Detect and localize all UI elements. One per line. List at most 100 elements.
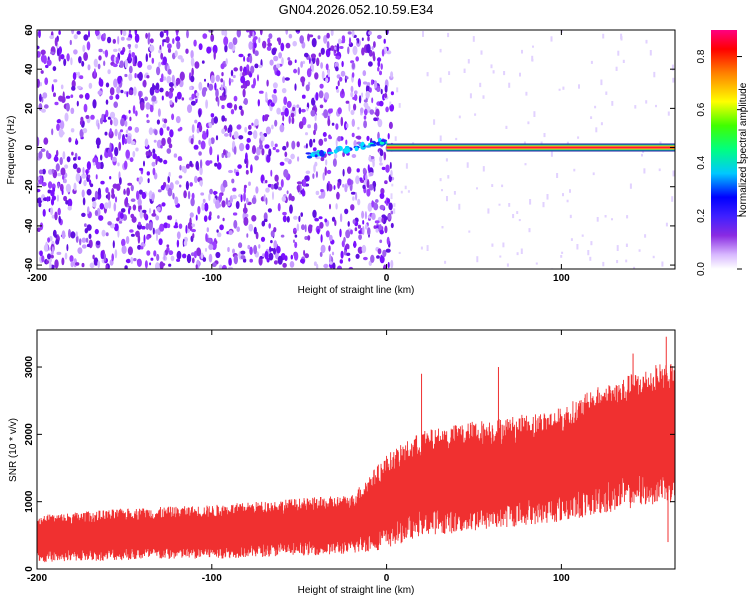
noise-blob xyxy=(375,108,380,117)
colorbar-ticks: 0.0 0.2 0.4 0.6 0.8 xyxy=(696,49,742,276)
noise-blob xyxy=(83,103,88,113)
noise-blob xyxy=(274,119,278,127)
noise-blob xyxy=(382,264,387,269)
noise-blob xyxy=(147,36,150,45)
noise-blob xyxy=(352,219,356,225)
noise-blob xyxy=(167,68,172,75)
noise-blob xyxy=(379,162,383,166)
noise-blob xyxy=(109,87,115,96)
noise-blob xyxy=(128,207,131,215)
noise-blob xyxy=(37,197,43,204)
noise-blob xyxy=(301,108,306,113)
noise-blob xyxy=(107,116,112,120)
faint-speckle xyxy=(550,36,553,42)
noise-blob xyxy=(266,154,271,163)
noise-blob xyxy=(93,257,99,266)
noise-blob xyxy=(191,257,195,264)
noise-blob xyxy=(53,79,58,83)
noise-blob xyxy=(218,193,223,202)
noise-blob xyxy=(255,231,259,240)
faint-speckle xyxy=(590,116,593,119)
noise-blob xyxy=(377,131,380,140)
noise-blob xyxy=(251,197,257,205)
onset-blob xyxy=(379,141,385,145)
noise-blob xyxy=(253,244,257,255)
noise-blob xyxy=(149,38,154,44)
noise-blob xyxy=(79,75,84,80)
noise-blob xyxy=(335,66,339,72)
noise-blob xyxy=(219,224,224,231)
noise-blob xyxy=(221,128,226,134)
faint-speckle xyxy=(616,260,619,264)
noise-blob xyxy=(342,183,345,188)
noise-blob xyxy=(112,38,117,44)
noise-blob xyxy=(237,164,242,169)
noise-blob xyxy=(193,39,197,47)
noise-blob xyxy=(358,95,362,104)
noise-blob xyxy=(301,41,306,49)
noise-blob xyxy=(261,148,265,156)
noise-blob xyxy=(244,126,248,133)
noise-blob xyxy=(60,96,66,103)
noise-blob xyxy=(227,247,230,252)
noise-blob xyxy=(217,97,220,107)
noise-blob xyxy=(75,172,81,183)
noise-blob xyxy=(313,122,318,132)
onset-blob xyxy=(380,139,387,143)
noise-blob xyxy=(351,118,355,127)
noise-blob xyxy=(74,152,78,159)
noise-blob xyxy=(280,42,285,52)
noise-blob xyxy=(294,83,297,91)
faint-speckle xyxy=(643,168,646,174)
noise-blob xyxy=(295,30,300,33)
noise-blob xyxy=(233,254,238,265)
noise-blob xyxy=(265,197,268,206)
noise-blob xyxy=(342,168,345,177)
faint-speckle xyxy=(566,199,569,203)
noise-blob xyxy=(179,184,182,188)
noise-blob xyxy=(168,143,173,149)
noise-blob xyxy=(87,64,91,71)
noise-blob xyxy=(264,250,269,260)
noise-blob xyxy=(381,49,385,57)
noise-blob xyxy=(385,248,391,253)
noise-blob xyxy=(276,37,281,42)
noise-blob xyxy=(138,71,143,81)
noise-blob xyxy=(367,202,373,212)
noise-blob xyxy=(379,204,385,210)
noise-blob xyxy=(368,61,373,67)
onset-blob xyxy=(319,149,324,157)
noise-blob xyxy=(208,138,212,147)
noise-blob xyxy=(198,81,203,91)
faint-speckle xyxy=(518,219,521,222)
noise-blob xyxy=(65,183,71,193)
noise-blob xyxy=(288,115,291,125)
noise-blob xyxy=(340,250,344,259)
noise-blob xyxy=(79,129,84,138)
noise-blob xyxy=(272,191,274,201)
snr-trace xyxy=(37,336,675,563)
noise-blob xyxy=(215,135,219,141)
noise-blob xyxy=(166,148,172,154)
noise-blob xyxy=(57,207,61,216)
noise-blob xyxy=(373,41,376,48)
noise-blob xyxy=(120,36,125,41)
faint-speckle xyxy=(396,87,399,93)
noise-blob xyxy=(40,148,46,152)
noise-blob xyxy=(124,120,128,127)
faint-speckle xyxy=(573,168,576,172)
noise-blob xyxy=(162,123,167,129)
noise-blob xyxy=(114,196,118,203)
noise-blob xyxy=(68,137,72,143)
noise-blob xyxy=(54,259,59,269)
noise-blob xyxy=(67,205,72,211)
noise-blob xyxy=(125,258,131,264)
noise-blob xyxy=(248,124,252,130)
noise-blob xyxy=(141,191,147,200)
noise-blob xyxy=(351,132,355,138)
noise-blob xyxy=(223,149,226,156)
noise-blob xyxy=(337,181,340,189)
noise-blob xyxy=(265,126,271,135)
noise-blob xyxy=(273,240,278,250)
noise-blob xyxy=(42,209,46,217)
